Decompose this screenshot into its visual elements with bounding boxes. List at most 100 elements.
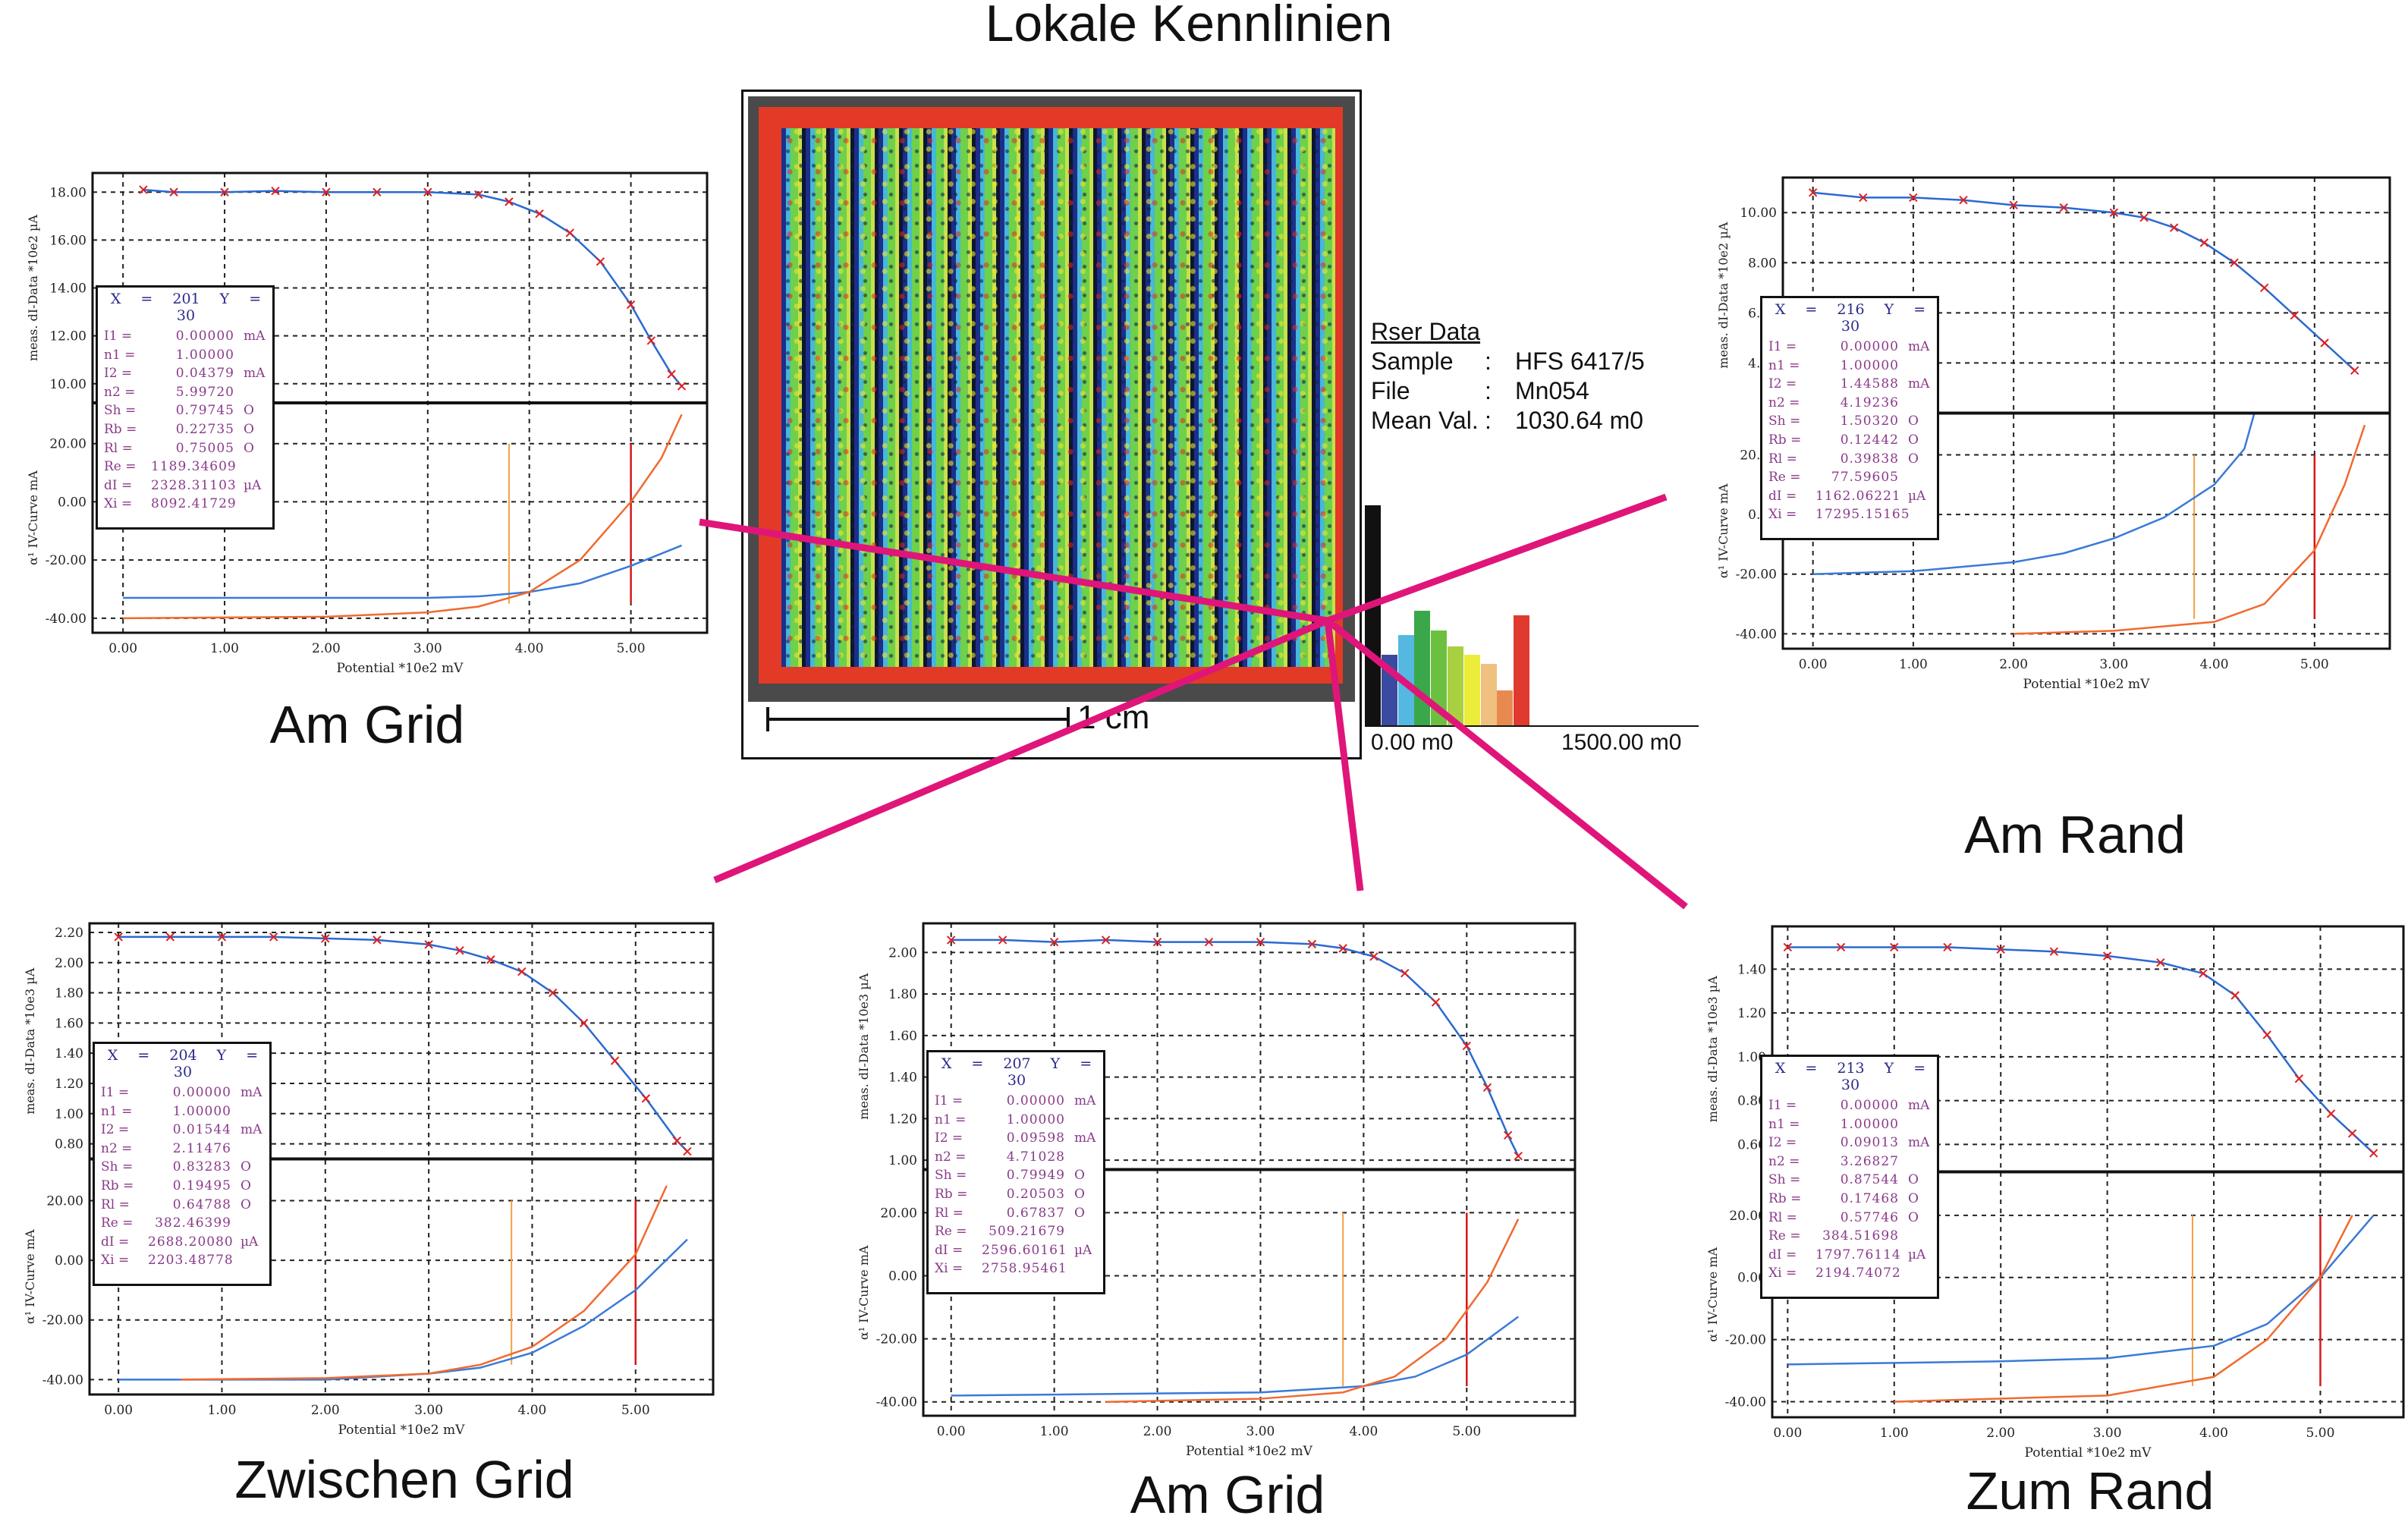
x-tick-label: 0.00 <box>1773 1426 1802 1441</box>
parameter-value: 1.00000 <box>1840 357 1899 373</box>
parameter-unit: O <box>240 1178 251 1193</box>
measured-point <box>2260 283 2269 293</box>
parameter-value: 1.00000 <box>175 347 234 363</box>
measured-point <box>610 1056 620 1065</box>
measured-point <box>455 946 464 955</box>
parameter-label: Rl = <box>1768 1209 1797 1225</box>
parameter-unit: O <box>1908 413 1919 429</box>
parameter-label: Rl = <box>104 440 133 456</box>
measured-point <box>423 187 432 197</box>
parameter-unit: mA <box>240 1122 262 1138</box>
top-y-axis-label: meas. dI-Data *10e2 µA <box>26 215 40 361</box>
parameter-label: n1 = <box>1768 1116 1800 1132</box>
measured-point <box>2320 338 2329 347</box>
iv-curve-orange <box>1894 1215 2353 1403</box>
parameter-value: 0.64788 <box>172 1196 231 1212</box>
parameter-label: I1 = <box>104 329 133 344</box>
parameter-label: Sh = <box>1768 413 1801 429</box>
parameter-value: 2596.60161 <box>982 1242 1067 1258</box>
parameter-unit: O <box>240 1159 251 1175</box>
measured-point <box>565 228 574 237</box>
y-tick-label: 2.00 <box>55 956 83 971</box>
bottom-y-axis-label: α¹ IV-Curve mA <box>1705 1247 1720 1341</box>
iv-curve-orange <box>123 413 683 620</box>
x-tick-label: 3.00 <box>413 641 442 656</box>
iv-curve-blue <box>118 1238 688 1381</box>
measured-point <box>2199 969 2208 978</box>
parameter-row: dI = 1162.06221 µA <box>1768 487 1932 506</box>
parameter-label: Rl = <box>935 1205 964 1221</box>
y-tick-label: -20.00 <box>42 1313 83 1328</box>
parameter-label: Rb = <box>935 1186 968 1202</box>
parameter-value: 0.39838 <box>1840 451 1899 467</box>
parameter-label: Rb = <box>1768 432 1802 448</box>
histogram-bar <box>1431 630 1448 725</box>
measured-point <box>1808 188 1818 197</box>
measured-point <box>2262 1030 2271 1039</box>
parameter-row: Sh = 1.50320 O <box>1768 412 1932 431</box>
rser-heading: Rser Data <box>1371 318 1481 345</box>
parameter-value: 4.71028 <box>1006 1149 1065 1165</box>
top-y-axis-label: meas. dI-Data *10e2 µA <box>1716 222 1731 368</box>
parameter-label: n2 = <box>101 1140 133 1156</box>
parameter-value: 1.00000 <box>1840 1116 1899 1132</box>
parameter-value: 8092.41729 <box>151 496 237 512</box>
parameter-value: 1189.34609 <box>151 459 237 475</box>
measured-point <box>220 187 229 197</box>
measured-point <box>596 257 605 266</box>
fit-parameter-box: X = 216 Y = 30 I1 = 0.00000 mA n1 = 1.00000 I2… <box>1760 296 1939 540</box>
parameter-row: Re = 1189.34609 <box>104 458 268 476</box>
parameter-label: I2 = <box>1768 376 1797 392</box>
parameter-row: Xi = 2194.74072 <box>1768 1264 1932 1283</box>
parameter-label: n2 = <box>1768 1153 1800 1169</box>
y-tick-label: 1.20 <box>55 1077 83 1092</box>
y-tick-label: 14.00 <box>49 281 86 297</box>
y-tick-label: 1.40 <box>888 1071 917 1086</box>
x-tick-label: 1.00 <box>1040 1424 1069 1439</box>
parameter-label: Re = <box>1768 1228 1801 1244</box>
y-tick-label: -20.00 <box>46 553 86 568</box>
parameter-unit: µA <box>1908 488 1926 504</box>
rser-row-sample: Sample: HFS 6417/5 <box>1371 347 1645 376</box>
parameter-label: Re = <box>104 459 137 475</box>
resistance-map: 1 cm <box>741 90 1362 759</box>
parameter-unit: O <box>1074 1186 1085 1202</box>
histogram-bar <box>1365 505 1381 725</box>
parameter-value: 0.04379 <box>175 366 234 382</box>
parameter-row: dI = 2328.31103 µA <box>104 476 268 495</box>
y-tick-label: -20.00 <box>1725 1333 1766 1348</box>
parameter-label: Rb = <box>1768 1190 1802 1206</box>
rser-sep: : <box>1485 347 1492 375</box>
measured-point <box>322 187 331 197</box>
x-tick-label: 1.00 <box>208 1403 237 1418</box>
measured-point <box>2369 1149 2378 1158</box>
measured-point <box>474 190 483 200</box>
parameter-value: 1.00000 <box>172 1103 231 1119</box>
top-y-axis-label: meas. dI-Data *10e3 µA <box>1705 976 1720 1122</box>
y-tick-label: 1.20 <box>1737 1006 1766 1021</box>
parameter-unit: mA <box>1908 339 1930 354</box>
x-tick-label: 5.00 <box>1452 1424 1481 1439</box>
measured-point <box>626 300 636 310</box>
parameter-unit: O <box>1074 1168 1085 1184</box>
parameter-row: n1 = 1.00000 <box>104 346 268 365</box>
parameter-value: 1797.76114 <box>1815 1247 1901 1262</box>
parameter-row: Re = 382.46399 <box>101 1214 265 1233</box>
y-tick-label: 1.40 <box>1737 962 1766 977</box>
parameter-value: 0.17468 <box>1840 1190 1899 1206</box>
x-tick-label: 3.00 <box>2093 1426 2122 1441</box>
parameter-value: 0.12442 <box>1840 432 1899 448</box>
parameter-value: 384.51698 <box>1822 1228 1899 1244</box>
y-tick-label: -20.00 <box>1736 568 1777 583</box>
x-tick-label: 1.00 <box>210 641 239 656</box>
y-tick-label: -40.00 <box>1736 627 1777 642</box>
di-fit-curve <box>143 188 683 387</box>
parameter-row: n2 = 5.99720 <box>104 383 268 402</box>
x-tick-label: 0.00 <box>937 1424 966 1439</box>
parameter-row: I2 = 0.09013 mA <box>1768 1134 1932 1152</box>
measured-point <box>1482 1083 1492 1093</box>
parameter-row: I1 = 0.00000 mA <box>101 1083 265 1102</box>
pointer-line <box>1324 620 1364 891</box>
parameter-row: Sh = 0.79949 O <box>935 1166 1099 1185</box>
